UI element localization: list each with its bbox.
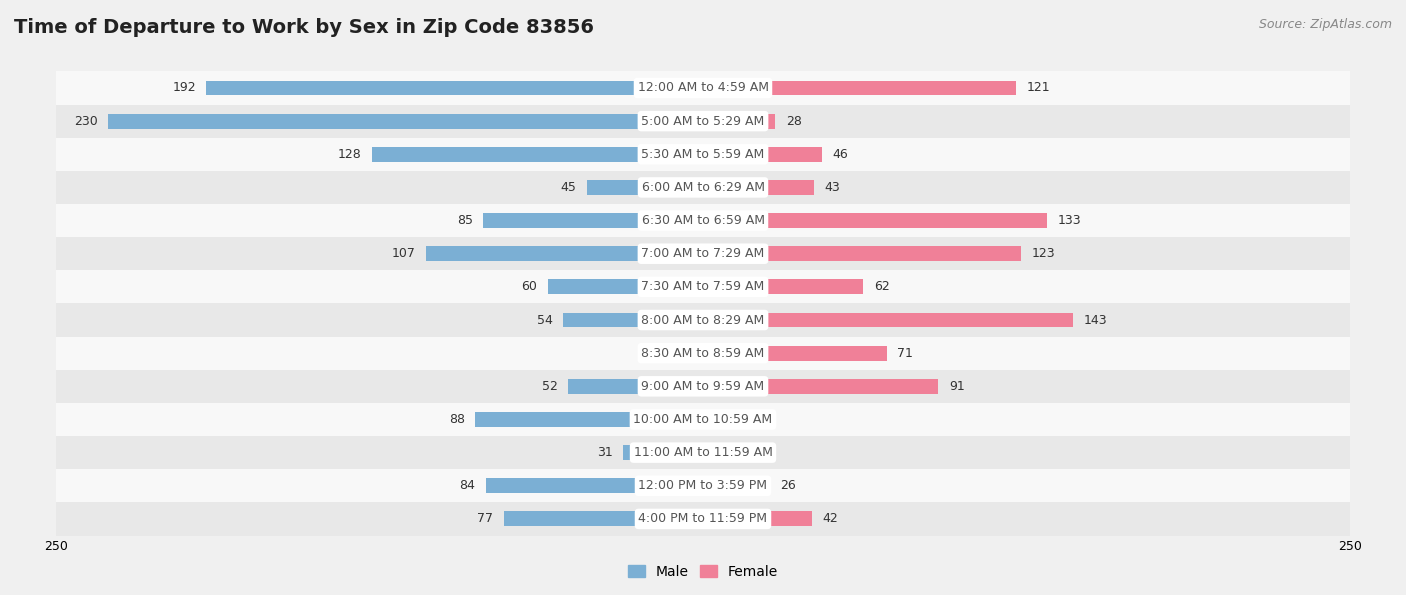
Bar <box>586 180 703 195</box>
Text: Time of Departure to Work by Sex in Zip Code 83856: Time of Departure to Work by Sex in Zip … <box>14 18 595 37</box>
Text: 10:00 AM to 10:59 AM: 10:00 AM to 10:59 AM <box>634 413 772 426</box>
Text: 121: 121 <box>1026 82 1050 95</box>
Bar <box>703 412 749 427</box>
Bar <box>564 312 703 327</box>
Text: 123: 123 <box>1032 248 1054 260</box>
Text: 12:00 PM to 3:59 PM: 12:00 PM to 3:59 PM <box>638 480 768 492</box>
Text: 71: 71 <box>897 347 912 359</box>
Text: 62: 62 <box>873 280 890 293</box>
Bar <box>623 445 703 460</box>
Bar <box>56 105 1350 137</box>
Bar <box>703 246 1021 261</box>
Text: 18: 18 <box>759 413 776 426</box>
Text: 84: 84 <box>460 480 475 492</box>
Text: 5:30 AM to 5:59 AM: 5:30 AM to 5:59 AM <box>641 148 765 161</box>
Bar <box>703 312 1073 327</box>
Bar <box>703 114 776 129</box>
Bar <box>548 280 703 295</box>
Text: 107: 107 <box>392 248 416 260</box>
Bar <box>56 502 1350 536</box>
Text: 9:00 AM to 9:59 AM: 9:00 AM to 9:59 AM <box>641 380 765 393</box>
Text: 4:00 PM to 11:59 PM: 4:00 PM to 11:59 PM <box>638 512 768 525</box>
Bar <box>475 412 703 427</box>
Bar <box>371 147 703 162</box>
Text: 43: 43 <box>824 181 841 194</box>
Text: 128: 128 <box>337 148 361 161</box>
Text: 0: 0 <box>713 446 721 459</box>
Bar <box>485 478 703 493</box>
Bar <box>703 180 814 195</box>
Bar <box>108 114 703 129</box>
Text: 7:30 AM to 7:59 AM: 7:30 AM to 7:59 AM <box>641 280 765 293</box>
Bar <box>426 246 703 261</box>
Bar <box>685 346 703 361</box>
Bar <box>703 512 811 527</box>
Text: 46: 46 <box>832 148 848 161</box>
Text: 8:00 AM to 8:29 AM: 8:00 AM to 8:29 AM <box>641 314 765 327</box>
Bar <box>56 303 1350 337</box>
Bar <box>56 204 1350 237</box>
Bar <box>56 337 1350 369</box>
Text: 28: 28 <box>786 115 801 127</box>
Text: 133: 133 <box>1057 214 1081 227</box>
Text: 45: 45 <box>561 181 576 194</box>
Text: 6:30 AM to 6:59 AM: 6:30 AM to 6:59 AM <box>641 214 765 227</box>
Text: 7:00 AM to 7:29 AM: 7:00 AM to 7:29 AM <box>641 248 765 260</box>
Text: 26: 26 <box>780 480 796 492</box>
Text: 192: 192 <box>173 82 195 95</box>
Bar <box>56 171 1350 204</box>
Bar <box>207 80 703 95</box>
Text: 52: 52 <box>543 380 558 393</box>
Text: 230: 230 <box>75 115 97 127</box>
Text: 60: 60 <box>522 280 537 293</box>
Text: 7: 7 <box>666 347 675 359</box>
Bar <box>56 237 1350 270</box>
Text: 6:00 AM to 6:29 AM: 6:00 AM to 6:29 AM <box>641 181 765 194</box>
Bar <box>703 80 1017 95</box>
Bar <box>703 147 823 162</box>
Text: 143: 143 <box>1083 314 1107 327</box>
Text: 54: 54 <box>537 314 553 327</box>
Bar <box>56 270 1350 303</box>
Bar <box>56 137 1350 171</box>
Bar <box>56 71 1350 105</box>
Bar <box>568 379 703 394</box>
Bar <box>503 512 703 527</box>
Text: 11:00 AM to 11:59 AM: 11:00 AM to 11:59 AM <box>634 446 772 459</box>
Text: 91: 91 <box>949 380 965 393</box>
Bar <box>703 213 1047 228</box>
Bar <box>56 436 1350 469</box>
Bar <box>484 213 703 228</box>
Bar <box>56 369 1350 403</box>
Bar <box>703 379 938 394</box>
Text: 31: 31 <box>596 446 613 459</box>
Bar <box>703 346 887 361</box>
Bar <box>56 403 1350 436</box>
Text: 5:00 AM to 5:29 AM: 5:00 AM to 5:29 AM <box>641 115 765 127</box>
Text: 12:00 AM to 4:59 AM: 12:00 AM to 4:59 AM <box>637 82 769 95</box>
Text: 88: 88 <box>449 413 465 426</box>
Text: 42: 42 <box>823 512 838 525</box>
Bar <box>703 478 770 493</box>
Text: 77: 77 <box>478 512 494 525</box>
Bar <box>703 280 863 295</box>
Legend: Male, Female: Male, Female <box>623 559 783 584</box>
Text: 8:30 AM to 8:59 AM: 8:30 AM to 8:59 AM <box>641 347 765 359</box>
Text: 85: 85 <box>457 214 472 227</box>
Bar <box>56 469 1350 502</box>
Text: Source: ZipAtlas.com: Source: ZipAtlas.com <box>1258 18 1392 31</box>
